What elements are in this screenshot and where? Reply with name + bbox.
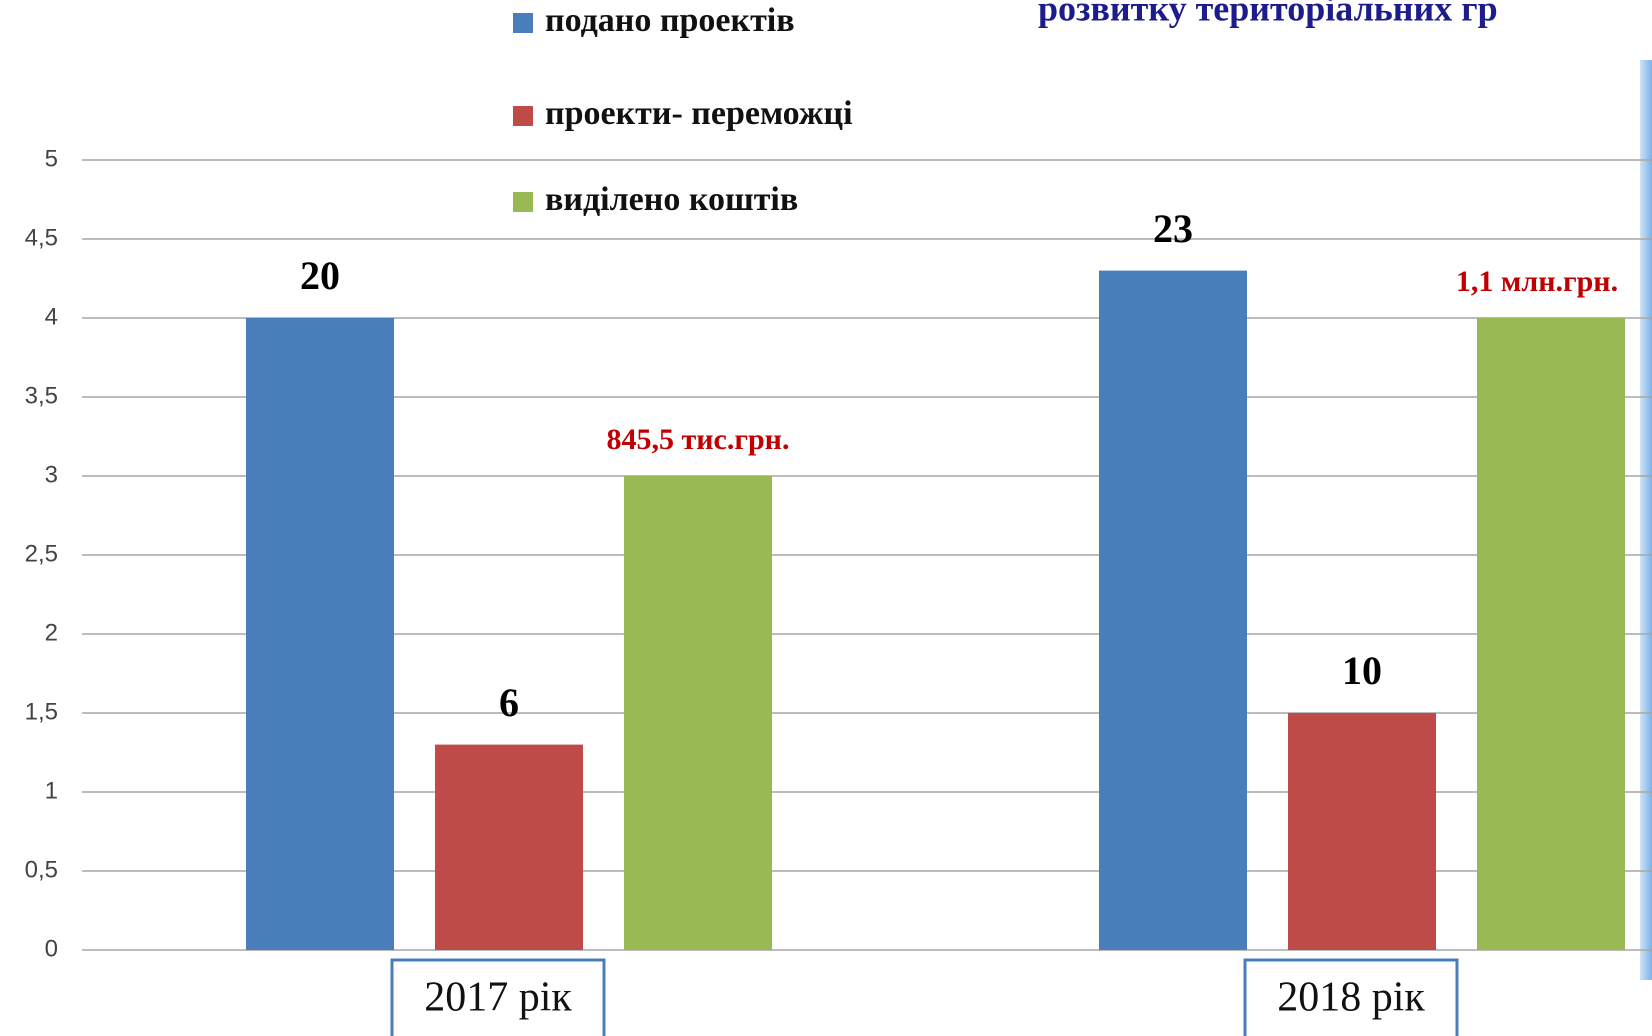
data-label: 1,1 млн.грн. [1456,265,1618,298]
legend-label: виділено коштів [545,181,798,218]
y-tick-label: 0 [45,935,58,962]
y-tick-label: 1,5 [25,698,58,725]
chart-title: розвитку територіальних гр [1038,0,1498,28]
x-tick-label: 2018 рік [1277,975,1425,1021]
side-bar [1640,60,1652,980]
y-tick-label: 3 [45,461,58,488]
y-tick-label: 0,5 [25,856,58,883]
data-label: 845,5 тис.грн. [607,423,790,456]
y-tick-label: 2 [45,619,58,646]
y-tick-label: 3,5 [25,382,58,409]
legend-swatch [513,106,533,126]
data-label: 20 [300,253,340,298]
bar [1477,318,1625,950]
legend-label: проекти- переможці [545,95,853,132]
category-box [390,958,606,1036]
legend-swatch [513,192,533,212]
x-tick-label: 2017 рік [424,975,572,1021]
bar [1099,270,1247,951]
y-tick-label: 4,5 [25,224,58,251]
y-tick-label: 5 [45,145,58,172]
bar [624,476,772,950]
legend-swatch [513,13,533,33]
bar [1288,713,1436,950]
legend-label: подано проектів [545,2,795,39]
data-label: 23 [1153,206,1193,251]
bar [246,318,394,950]
category-box [1243,958,1459,1036]
data-label: 6 [499,680,519,725]
y-tick-label: 1 [45,777,58,804]
bar [435,744,583,950]
y-tick-label: 4 [45,303,58,330]
y-tick-label: 2,5 [25,540,58,567]
data-label: 10 [1342,648,1382,693]
